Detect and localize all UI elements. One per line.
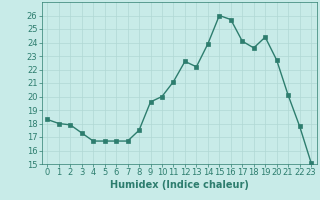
X-axis label: Humidex (Indice chaleur): Humidex (Indice chaleur) [110, 180, 249, 190]
